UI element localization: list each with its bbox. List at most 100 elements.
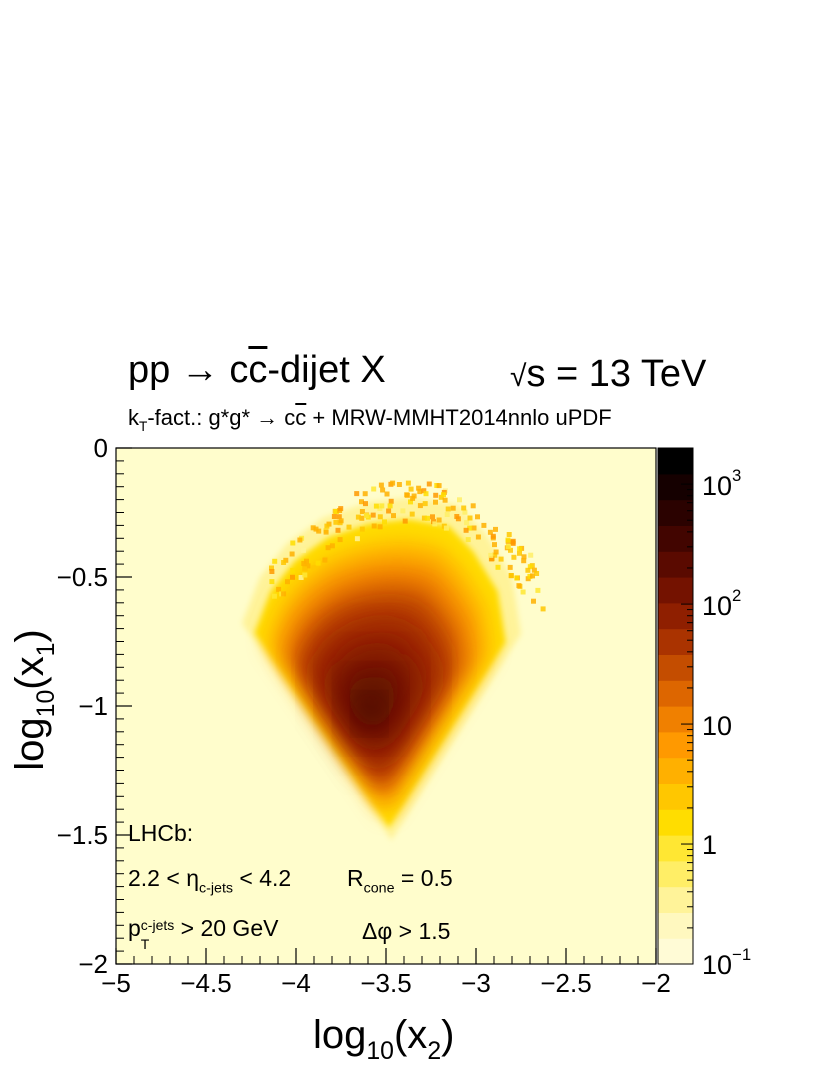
energy-label: √s = 13 TeV — [510, 353, 707, 395]
density-cell — [540, 606, 546, 612]
density-cell — [359, 526, 365, 532]
density-cell — [492, 542, 497, 548]
density-cell — [281, 560, 287, 565]
density-cell — [528, 552, 534, 558]
y-tick-label: −1.5 — [57, 820, 108, 850]
density-cell — [507, 564, 513, 570]
density-cell — [505, 544, 511, 549]
colorbar-label-10: 10 — [702, 711, 733, 741]
density-cell — [290, 574, 295, 580]
density-cell — [304, 558, 309, 564]
density-cell — [461, 505, 467, 511]
colorbar-label-1: 1 — [702, 830, 718, 860]
density-cell — [377, 514, 383, 520]
density-cell — [297, 537, 303, 543]
y-tick-label: −1 — [78, 691, 108, 721]
density-cell — [505, 537, 511, 543]
annotation-rcone: Rcone = 0.5 — [347, 865, 453, 897]
density-cell — [285, 579, 290, 585]
density-cell — [380, 487, 386, 493]
x-tick-label: −2.5 — [540, 968, 591, 998]
density-cell — [323, 529, 329, 535]
density-cell — [442, 497, 448, 503]
density-cell — [421, 488, 427, 494]
density-cell — [362, 491, 368, 497]
density-cell — [430, 514, 435, 520]
colorbar-band-17 — [658, 499, 693, 526]
density-cell — [359, 515, 365, 521]
density-cell — [426, 481, 432, 487]
density-cell — [336, 514, 342, 520]
density-cell — [436, 517, 442, 523]
density-cell — [506, 532, 512, 537]
density-cell — [514, 575, 520, 581]
annotation-eta: 2.2 < ηc-jets < 4.2 — [128, 865, 292, 897]
density-cell — [370, 512, 376, 518]
density-cell — [269, 565, 274, 571]
density-cell — [329, 543, 335, 549]
density-cell — [276, 586, 282, 592]
density-cell — [290, 567, 296, 573]
chart-subtitle: kT-fact.: g*g* → cc + MRW-MMHT2014nnlo u… — [128, 405, 612, 435]
density-cell — [488, 556, 494, 562]
density-cell — [422, 501, 428, 507]
density-cell — [463, 527, 469, 533]
density-cell — [510, 540, 516, 546]
density-cell — [525, 567, 531, 573]
density-cell — [269, 569, 275, 574]
density-cell — [402, 518, 408, 524]
density-cell — [289, 551, 295, 557]
density-cell — [382, 519, 387, 525]
density-cell — [454, 514, 460, 519]
density-cell — [417, 503, 423, 509]
density-cell — [520, 589, 526, 595]
density-cell — [531, 567, 537, 573]
colorbar-band-10 — [658, 680, 693, 707]
density-cell — [373, 503, 379, 509]
density-cell — [481, 522, 487, 528]
density-cell — [433, 492, 439, 498]
density-layer — [242, 480, 546, 841]
density-cell — [467, 515, 473, 521]
colorbar-band-12 — [658, 628, 693, 655]
density-cell — [355, 514, 361, 520]
density-cell — [530, 573, 535, 579]
density-cell — [464, 520, 470, 526]
density-cell — [371, 523, 377, 529]
density-cell — [462, 509, 468, 515]
density-cell — [338, 506, 344, 512]
density-cell — [443, 525, 449, 531]
colorbar — [657, 447, 694, 965]
density-cell — [516, 583, 522, 589]
density-cell — [302, 566, 308, 572]
colorbar-label-1e-1: 10−1 — [702, 945, 752, 981]
sqrt-symbol: √ — [510, 360, 527, 393]
density-cell — [298, 575, 304, 580]
density-cell — [387, 503, 393, 509]
density-cell — [269, 579, 275, 585]
density-cell — [359, 499, 364, 505]
density-cell — [508, 573, 514, 578]
density-cell — [281, 591, 287, 597]
annotation-experiment: LHCb: — [128, 820, 194, 846]
density-cell — [488, 552, 494, 558]
density-cell — [400, 508, 406, 514]
density-cell — [290, 540, 296, 546]
density-cell — [465, 537, 471, 543]
density-cell — [300, 547, 306, 553]
density-cell — [493, 549, 499, 555]
density-cell — [316, 528, 322, 534]
density-cell — [371, 486, 377, 492]
density-cell — [450, 505, 456, 511]
x-tick-label: −5 — [101, 968, 131, 998]
density-cell — [346, 524, 352, 530]
colorbar-label-1e3: 103 — [702, 466, 742, 502]
x-tick-label: −4.5 — [180, 968, 231, 998]
density-cell — [416, 485, 422, 491]
density-cell — [315, 560, 321, 566]
chart-title: pp → cc-dijet X — [128, 349, 386, 391]
density-cell — [417, 489, 423, 495]
x-tick-label: −4 — [281, 968, 311, 998]
colorbar-band-19 — [658, 448, 693, 475]
density-cell — [408, 499, 413, 505]
